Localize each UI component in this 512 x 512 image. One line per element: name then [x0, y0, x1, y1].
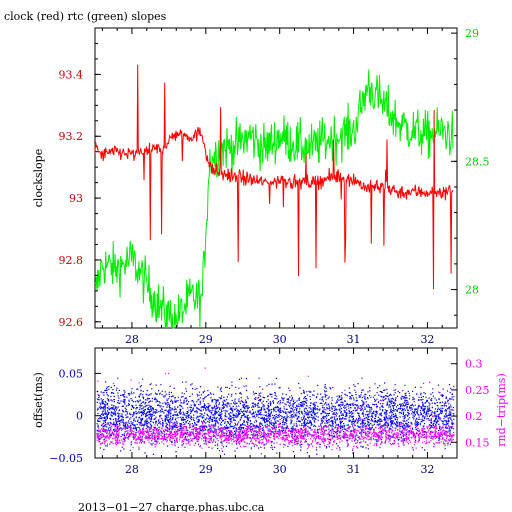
bottom-right-y-axis: 0.15 0.2 0.25 0.3 — [451, 358, 490, 449]
bottom-x-tick-label: 31 — [347, 463, 361, 476]
bottom-y-tick-label: −0.05 — [49, 452, 83, 465]
top-x-tick-label: 29 — [199, 333, 213, 346]
rndtrip-points — [96, 367, 455, 451]
bottom-y-tick-label: 0.05 — [59, 367, 84, 380]
bottom-x-tick-label: 28 — [125, 463, 139, 476]
bottom-y2-tick-label: 0.3 — [465, 358, 483, 371]
bottom-x-axis: 28 29 30 31 32 — [101, 348, 458, 476]
bottom-y2-axis-label: rnd−trip(ms) — [495, 373, 508, 447]
top-y-axis-label: clockslope — [32, 149, 45, 207]
top-y2-tick-label: 28 — [465, 284, 479, 297]
top-y-tick-label: 93.2 — [59, 130, 84, 143]
bottom-chart: 28 29 30 31 32 −0.05 0 0.05 0.15 0.2 0.25 0.3 off… — [32, 347, 508, 476]
top-green-series — [94, 69, 454, 329]
top-y2-tick-label: 29 — [465, 27, 479, 40]
bottom-y2-tick-label: 0.25 — [465, 384, 490, 397]
top-chart-title: clock (red) rtc (green) slopes — [4, 10, 167, 23]
top-y-tick-label: 92.6 — [59, 316, 84, 329]
top-y-tick-label: 93.4 — [59, 68, 84, 81]
top-x-tick-label: 28 — [125, 333, 139, 346]
footer-text: 2013−01−27 charge.phas.ubc.ca — [78, 501, 265, 512]
bottom-x-tick-label: 29 — [199, 463, 213, 476]
top-y-tick-label: 92.8 — [59, 254, 84, 267]
bottom-plot-frame — [94, 347, 458, 459]
top-plot-frame — [94, 27, 458, 329]
bottom-y2-tick-label: 0.2 — [465, 410, 483, 423]
top-y2-tick-label: 28.5 — [465, 155, 490, 168]
top-right-y-axis: 28 28.5 29 — [451, 27, 490, 316]
bottom-y2-tick-label: 0.15 — [465, 436, 490, 449]
green-rtc-line — [94, 69, 454, 329]
offset-scatter-points — [96, 377, 455, 455]
top-red-series — [94, 64, 454, 290]
bottom-y-tick-label: 0 — [76, 410, 83, 423]
bottom-x-tick-label: 30 — [273, 463, 287, 476]
bottom-y-axis-label: offset(ms) — [32, 372, 45, 428]
offset-points — [96, 377, 455, 455]
top-chart: 28 29 30 31 32 92.6 92.8 93 93.2 93.4 28 28.5 29 c… — [32, 27, 490, 346]
top-y-tick-label: 93 — [69, 192, 83, 205]
top-x-tick-label: 31 — [347, 333, 361, 346]
top-x-tick-label: 30 — [273, 333, 287, 346]
top-x-tick-label: 32 — [420, 333, 434, 346]
rndtrip-scatter-points — [96, 367, 455, 451]
red-clock-line — [94, 64, 454, 290]
bottom-left-y-axis: −0.05 0 0.05 — [49, 367, 101, 465]
top-left-y-axis: 92.6 92.8 93 93.2 93.4 — [59, 27, 101, 329]
top-x-axis: 28 29 30 31 32 — [101, 28, 458, 346]
bottom-x-tick-label: 32 — [420, 463, 434, 476]
